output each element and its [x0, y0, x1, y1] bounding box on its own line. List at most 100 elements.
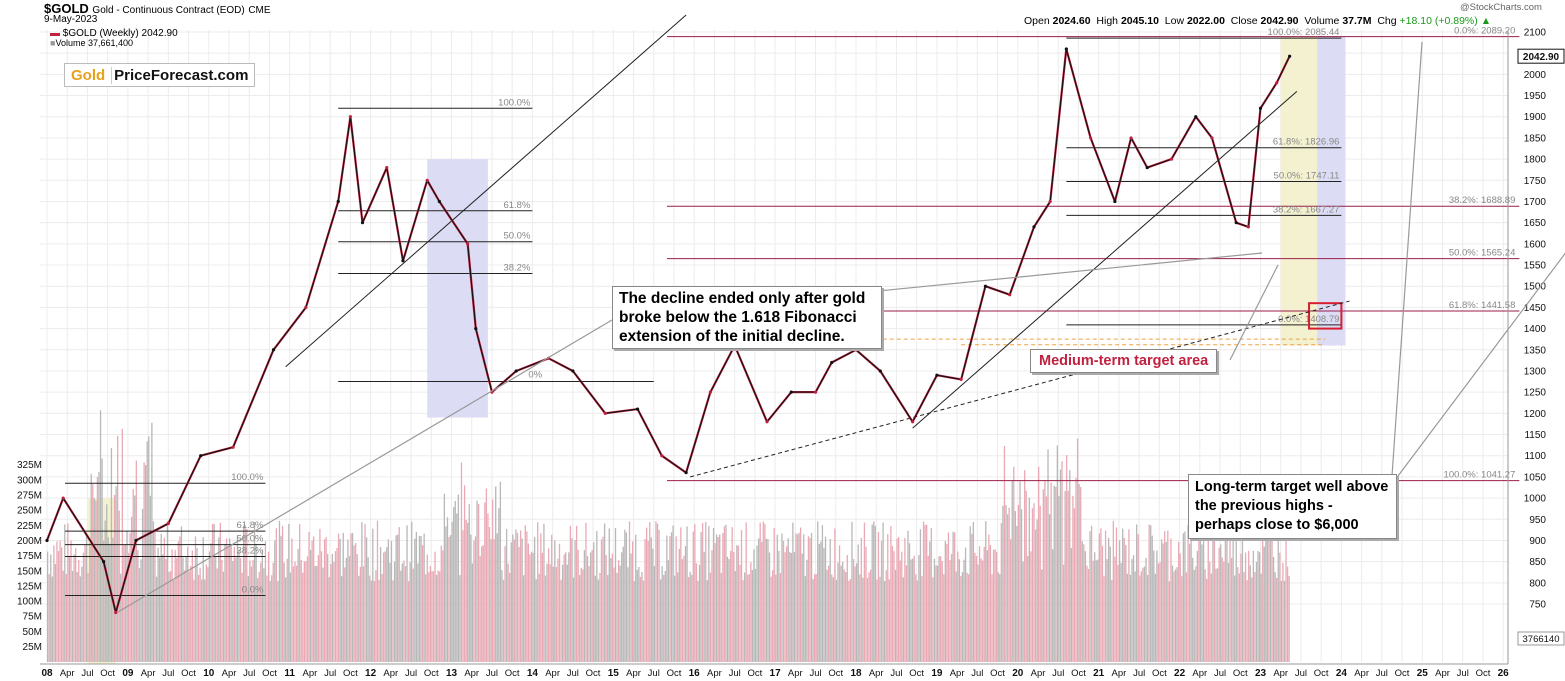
volume-bar [454, 500, 456, 662]
year-label: 18 [850, 668, 862, 679]
volume-bar [1226, 540, 1228, 662]
volume-bar [588, 566, 590, 662]
volume-bar [799, 527, 802, 662]
fib-right-label-2: 50.0%: 1565.24 [1449, 248, 1516, 259]
volume-bar [487, 513, 489, 662]
month-label: Jul [890, 668, 902, 679]
volume-tick-11: 300M [17, 475, 42, 486]
price-tick-1300: 1300 [1524, 366, 1547, 377]
volume-bar [453, 506, 455, 662]
volume-bar [806, 559, 808, 662]
volume-tick-7: 200M [17, 536, 42, 547]
volume-bar [505, 529, 508, 662]
volume-bar [194, 536, 197, 662]
price-tick-1450: 1450 [1524, 303, 1547, 314]
volume-bar [1285, 524, 1287, 662]
volume-bar [1204, 569, 1206, 662]
volume-bar [82, 552, 85, 662]
volume-bar [983, 546, 985, 662]
volume-bar [425, 574, 427, 662]
trendline-dashed-support [690, 300, 1350, 478]
volume-bar [423, 533, 425, 662]
price-point [1246, 225, 1250, 229]
volume-bar [996, 551, 998, 662]
volume-bar [823, 547, 825, 662]
volume-bar [784, 552, 786, 662]
volume-bar [143, 462, 145, 662]
volume-bar [1028, 497, 1030, 662]
low-label: Low [1164, 15, 1185, 27]
time-axis: 08 Apr Jul Oct 09 Apr Jul Oct 10 Apr Jul Oct 11 Apr Ju… [40, 30, 1509, 679]
volume-bar [859, 574, 861, 662]
volume-bar [882, 522, 884, 662]
volume-bar [1005, 504, 1007, 662]
volume-bar [443, 493, 446, 662]
volume-bar [1263, 546, 1265, 662]
volume-bar [190, 566, 192, 662]
volume-bar [907, 530, 909, 662]
volume-bar [857, 544, 859, 662]
volume-bar [1251, 577, 1253, 662]
fib-2008-label-4: 0.0% [242, 585, 264, 596]
volume-bar [552, 566, 554, 662]
volume-bar [232, 560, 234, 662]
volume-bar [1209, 561, 1211, 662]
volume-bar [429, 566, 432, 662]
volume-bar [817, 521, 819, 662]
volume-bar [1069, 470, 1071, 662]
volume-bar [1058, 495, 1060, 662]
last-price-tag [1517, 48, 1565, 64]
volume-tick-12: 325M [17, 460, 42, 471]
volume-bar [216, 568, 218, 662]
volume-bar [193, 579, 195, 662]
volume-bar [776, 534, 778, 662]
volume-bar [938, 556, 940, 662]
volume-bar [926, 524, 928, 662]
volume-bar [191, 550, 193, 662]
month-label: Apr [707, 668, 722, 679]
volume-bar [107, 537, 109, 662]
volume-bar [728, 559, 730, 662]
volume-bar [1075, 478, 1077, 662]
volume-bar [1143, 566, 1146, 662]
volume-bar [1198, 529, 1200, 662]
volume-bar [663, 574, 665, 662]
volume-bar [127, 553, 130, 662]
volume-bar [642, 580, 645, 662]
volume-bar [580, 567, 582, 662]
volume-bar [225, 538, 228, 662]
volume-bar [1048, 514, 1051, 662]
volume-bar [496, 533, 498, 662]
volume-bar [1042, 489, 1044, 662]
volume-bar [507, 563, 509, 662]
volume-bar [148, 436, 150, 662]
volume-bar [1159, 562, 1161, 662]
volume-bar [523, 575, 525, 662]
volume-bar [831, 574, 833, 662]
volume-bar [376, 520, 379, 662]
volume-bar [411, 521, 413, 662]
volume-bar [602, 536, 604, 662]
volume-bar [1030, 551, 1032, 662]
volume-bar [313, 536, 315, 662]
volume-bar [748, 574, 750, 662]
price-tick-1700: 1700 [1524, 197, 1547, 208]
volume-bar [1249, 565, 1251, 662]
volume-bar [1167, 530, 1169, 662]
volume-bar [1128, 529, 1130, 662]
volume-bar [930, 527, 932, 662]
volume-bar [319, 528, 321, 662]
price-tick-1650: 1650 [1524, 218, 1547, 229]
volume-bar [1020, 509, 1023, 662]
volume-bar [695, 563, 698, 662]
volume-bar [798, 532, 800, 662]
volume-bar [1248, 551, 1250, 662]
volume-bar [137, 550, 139, 662]
price-point [830, 360, 834, 365]
month-label: Apr [788, 668, 803, 679]
volume-bar [572, 577, 575, 662]
volume-bar [504, 546, 506, 662]
volume-bar [1103, 575, 1105, 662]
volume-bar [845, 571, 847, 662]
volume-bar [1151, 535, 1153, 662]
